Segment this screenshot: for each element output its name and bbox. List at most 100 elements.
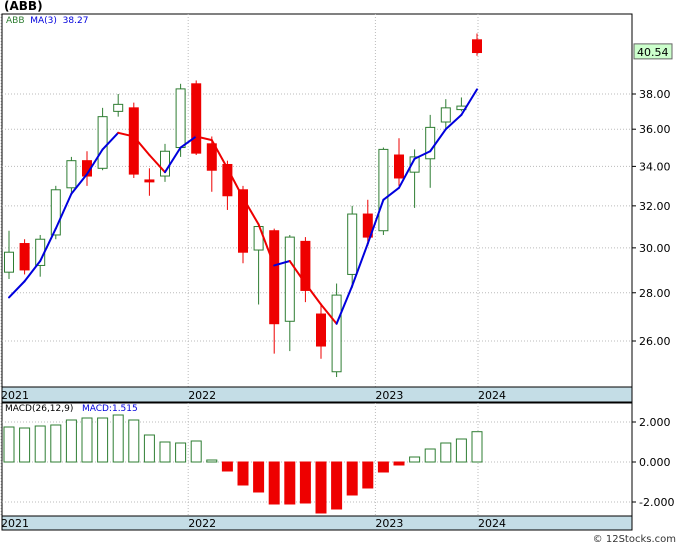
candle-body [206, 143, 217, 171]
macd-legend-label: MACD(26,12,9) [5, 404, 74, 414]
macd-tick-label: 2.000 [639, 416, 671, 429]
legend-ma-label: MA(3) [30, 16, 57, 26]
macd-bar [237, 461, 249, 486]
ma-line-segment [132, 135, 151, 157]
candle-body [66, 160, 77, 189]
year-label: 2024 [478, 389, 506, 402]
ma-line-segment [39, 227, 57, 263]
year-label: 2023 [375, 517, 403, 530]
ma-line-segment [23, 260, 42, 283]
candle-body [440, 107, 451, 123]
candle-body [144, 179, 155, 183]
candle-body [222, 163, 233, 197]
ma-line-segment [101, 131, 120, 151]
macd-bar [128, 419, 140, 463]
price-tick-label: 28.00 [639, 287, 671, 300]
macd-bar [65, 419, 77, 463]
macd-bar [81, 417, 93, 463]
candle-body [425, 126, 436, 160]
candle-body [191, 83, 202, 154]
macd-bar [346, 461, 358, 496]
macd-tick-label: -2.000 [639, 496, 674, 509]
ma-line-segment [164, 146, 182, 174]
price-tick-label: 26.00 [639, 335, 671, 348]
macd-bar [190, 440, 202, 463]
candle-body [19, 243, 30, 271]
ma-line-segment [179, 135, 198, 149]
macd-bar [253, 461, 265, 493]
macd-bar [19, 427, 31, 463]
ma-line-segment [273, 260, 291, 267]
ma-line-segment [117, 131, 135, 138]
candle-body [409, 156, 420, 173]
year-label: 2022 [188, 517, 216, 530]
macd-bar [206, 459, 218, 463]
macd-bar [455, 438, 467, 463]
macd-legend: MACD(26,12,9) MACD:1.515 [5, 404, 138, 414]
ma-line-segment [242, 196, 260, 226]
macd-bar [393, 461, 405, 466]
macd-bar [3, 426, 15, 463]
ma-line-segment [195, 135, 213, 142]
candle-body [4, 251, 14, 273]
price-legend: ABB MA(3) 38.27 [6, 16, 88, 26]
last-price-label: 40.54 [637, 46, 669, 59]
macd-bar [409, 456, 421, 463]
year-label: 2021 [1, 389, 29, 402]
macd-bar [143, 434, 155, 463]
macd-bar [97, 417, 109, 463]
ma-line-segment [335, 284, 354, 325]
chart-title: (ABB) [4, 0, 43, 13]
candle-body [378, 148, 389, 232]
price-tick-label: 34.00 [639, 160, 671, 173]
ma-line-segment [320, 303, 338, 325]
ma-line-segment [210, 139, 229, 170]
candle-body [472, 39, 482, 54]
ma-line-segment [444, 113, 463, 131]
ma-line-segment [429, 128, 447, 153]
ma-line-segment [382, 186, 400, 201]
candle-body [300, 240, 311, 291]
legend-ma-value: 38.27 [62, 16, 89, 26]
ma-line-segment [460, 88, 478, 116]
ma-line-segment [70, 173, 88, 195]
candle-body [316, 313, 326, 347]
year-label: 2021 [1, 517, 29, 530]
ma-line-segment [86, 148, 104, 176]
candle-body [394, 154, 404, 179]
macd-bar [362, 461, 374, 489]
ma-line-segment [257, 223, 276, 267]
ma-line-segment [304, 282, 322, 306]
watermark: © 12Stocks.com [592, 534, 676, 545]
ma-line-segment [366, 198, 385, 245]
macd-bar [424, 448, 436, 463]
year-label: 2022 [188, 389, 216, 402]
candle-body [362, 213, 373, 238]
macd-bar [175, 442, 187, 463]
macd-bar [299, 461, 311, 504]
ma-line-segment [288, 260, 307, 285]
ma-line-segment [398, 157, 416, 189]
macd-x-axis-band [1, 515, 633, 531]
macd-bar [159, 441, 171, 463]
candle-body [347, 213, 358, 275]
macd-bar [315, 461, 327, 514]
ma-line-segment [351, 242, 369, 287]
macd-bar [221, 461, 233, 472]
candle-body [50, 189, 61, 236]
macd-bar [471, 431, 483, 463]
macd-bar [34, 425, 46, 463]
price-tick-label: 38.00 [639, 88, 671, 101]
candle-body [284, 236, 295, 322]
candle-body [238, 189, 248, 253]
price-tick-label: 36.00 [639, 123, 671, 136]
ma-line-segment [413, 150, 432, 160]
ma-line-segment [148, 154, 166, 174]
candle-body [113, 103, 124, 112]
ma-line-segment [54, 192, 73, 230]
candle-body [269, 230, 280, 325]
price-x-axis-band [1, 386, 633, 403]
price-tick-label: 30.00 [639, 242, 671, 255]
macd-bar [440, 442, 452, 463]
